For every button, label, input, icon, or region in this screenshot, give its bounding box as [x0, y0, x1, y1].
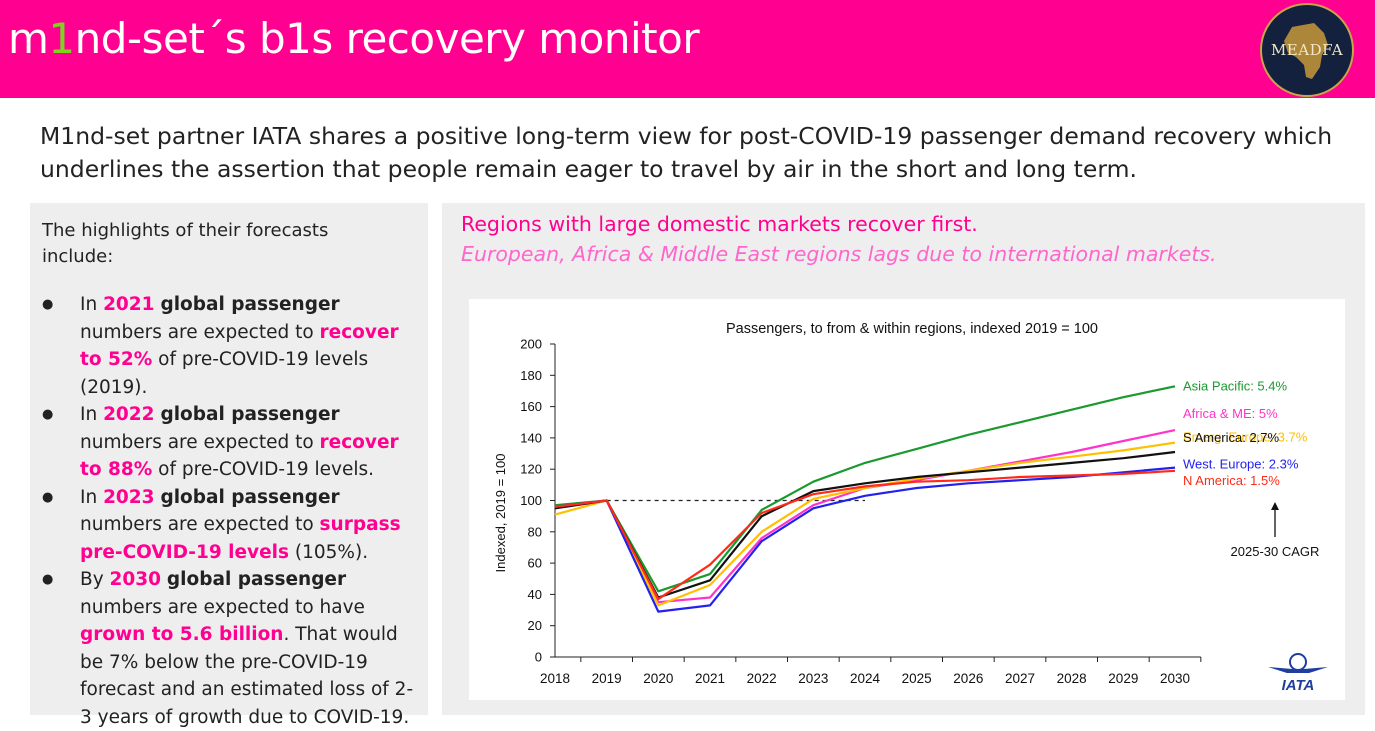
chart-title: Passengers, to from & within regions, in… [726, 321, 1098, 337]
series-label: West. Europe: 2.3% [1183, 457, 1299, 472]
logo-text: MEADFA [1270, 41, 1344, 59]
series-line [554, 466, 1176, 613]
y-tick-label: 20 [528, 618, 542, 633]
y-tick-label: 140 [520, 430, 542, 445]
y-tick-label: 120 [520, 462, 542, 477]
chart-series [554, 385, 1176, 613]
highlight-item: ● In 2021 global passenger numbers are ex… [42, 291, 422, 401]
series-line [554, 385, 1176, 593]
iata-logo-text: IATA [1282, 677, 1315, 694]
series-label: Emerg. Europe: 3.7% [1183, 430, 1308, 445]
y-tick-label: 0 [535, 650, 542, 665]
y-tick-label: 160 [520, 399, 542, 414]
y-tick-label: 200 [520, 337, 542, 352]
y-tick-label: 40 [528, 587, 542, 602]
x-tick-label: 2026 [953, 671, 983, 686]
x-tick-label: 2027 [1005, 671, 1035, 686]
series-line [554, 469, 1176, 601]
series-label: Africa & ME: 5% [1183, 406, 1278, 421]
highlight-item: ● In 2022 global passenger numbers are ex… [42, 401, 422, 484]
chart-series-labels: Asia Pacific: 5.4% Africa & ME: 5% Emerg. … [1183, 378, 1308, 488]
meadfa-logo: MEADFA [1260, 3, 1354, 97]
x-tick-label: 2019 [592, 671, 622, 686]
x-tick-label: 2024 [850, 671, 881, 686]
y-tick-label: 80 [528, 524, 542, 539]
x-tick-label: 2021 [695, 671, 725, 686]
chart-axes: 0 20 40 60 80 100 120 140 160 180 200 2018 2019 2020 2… [520, 337, 1202, 686]
series-label: S America: 2.7% [1183, 430, 1280, 445]
x-tick-label: 2023 [798, 671, 828, 686]
series-line [554, 450, 1176, 599]
annotation-arrowhead [1271, 502, 1279, 510]
highlight-item: ● By 2030 global passenger numbers are ex… [42, 566, 422, 731]
x-tick-label: 2025 [902, 671, 932, 686]
iata-logo: IATA [1268, 653, 1328, 694]
y-axis-label: Indexed, 2019 = 100 [493, 454, 508, 573]
y-tick-label: 60 [528, 556, 542, 571]
bullet-icon: ● [42, 572, 54, 587]
series-label: N America: 1.5% [1183, 473, 1280, 488]
x-tick-label: 2028 [1057, 671, 1087, 686]
chart-annotation: 2025-30 CAGR [1231, 502, 1320, 559]
bullet-icon: ● [42, 297, 54, 312]
bullet-icon: ● [42, 407, 54, 422]
x-tick-label: 2022 [747, 671, 777, 686]
series-line [554, 441, 1176, 607]
highlight-item: ● In 2023 global passenger numbers are ex… [42, 484, 422, 567]
x-tick-label: 2020 [643, 671, 673, 686]
y-tick-label: 100 [520, 493, 542, 508]
africa-map-icon [1284, 23, 1328, 79]
x-tick-label: 2018 [540, 671, 570, 686]
series-label: Asia Pacific: 5.4% [1183, 378, 1287, 393]
highlights-intro: The highlights of their forecasts includ… [42, 220, 329, 267]
annotation-label: 2025-30 CAGR [1231, 544, 1320, 559]
chart-subtitle-secondary: European, Africa & Middle East regions l… [461, 242, 1217, 266]
chart-subtitle: Regions with large domestic markets reco… [461, 212, 978, 236]
chart-panel: Regions with large domestic markets reco… [442, 203, 1365, 715]
passenger-line-chart: Passengers, to from & within regions, in… [493, 321, 1328, 694]
wings-icon [1268, 667, 1328, 673]
y-tick-label: 180 [520, 368, 542, 383]
x-tick-label: 2029 [1108, 671, 1138, 686]
header-bar: m1nd-set´s b1s recovery monitor MEADFA [0, 0, 1375, 98]
x-tick-label: 2030 [1160, 671, 1190, 686]
highlights-list: ● In 2021 global passenger numbers are ex… [42, 291, 422, 731]
intro-text: M1nd-set partner IATA shares a positive … [40, 122, 1333, 183]
globe-icon [1289, 653, 1307, 671]
chart-container: Passengers, to from & within regions, in… [469, 299, 1345, 700]
page-title: m1nd-set´s b1s recovery monitor [8, 14, 700, 63]
bullet-icon: ● [42, 489, 54, 505]
highlights-panel: The highlights of their forecasts includ… [30, 203, 428, 728]
